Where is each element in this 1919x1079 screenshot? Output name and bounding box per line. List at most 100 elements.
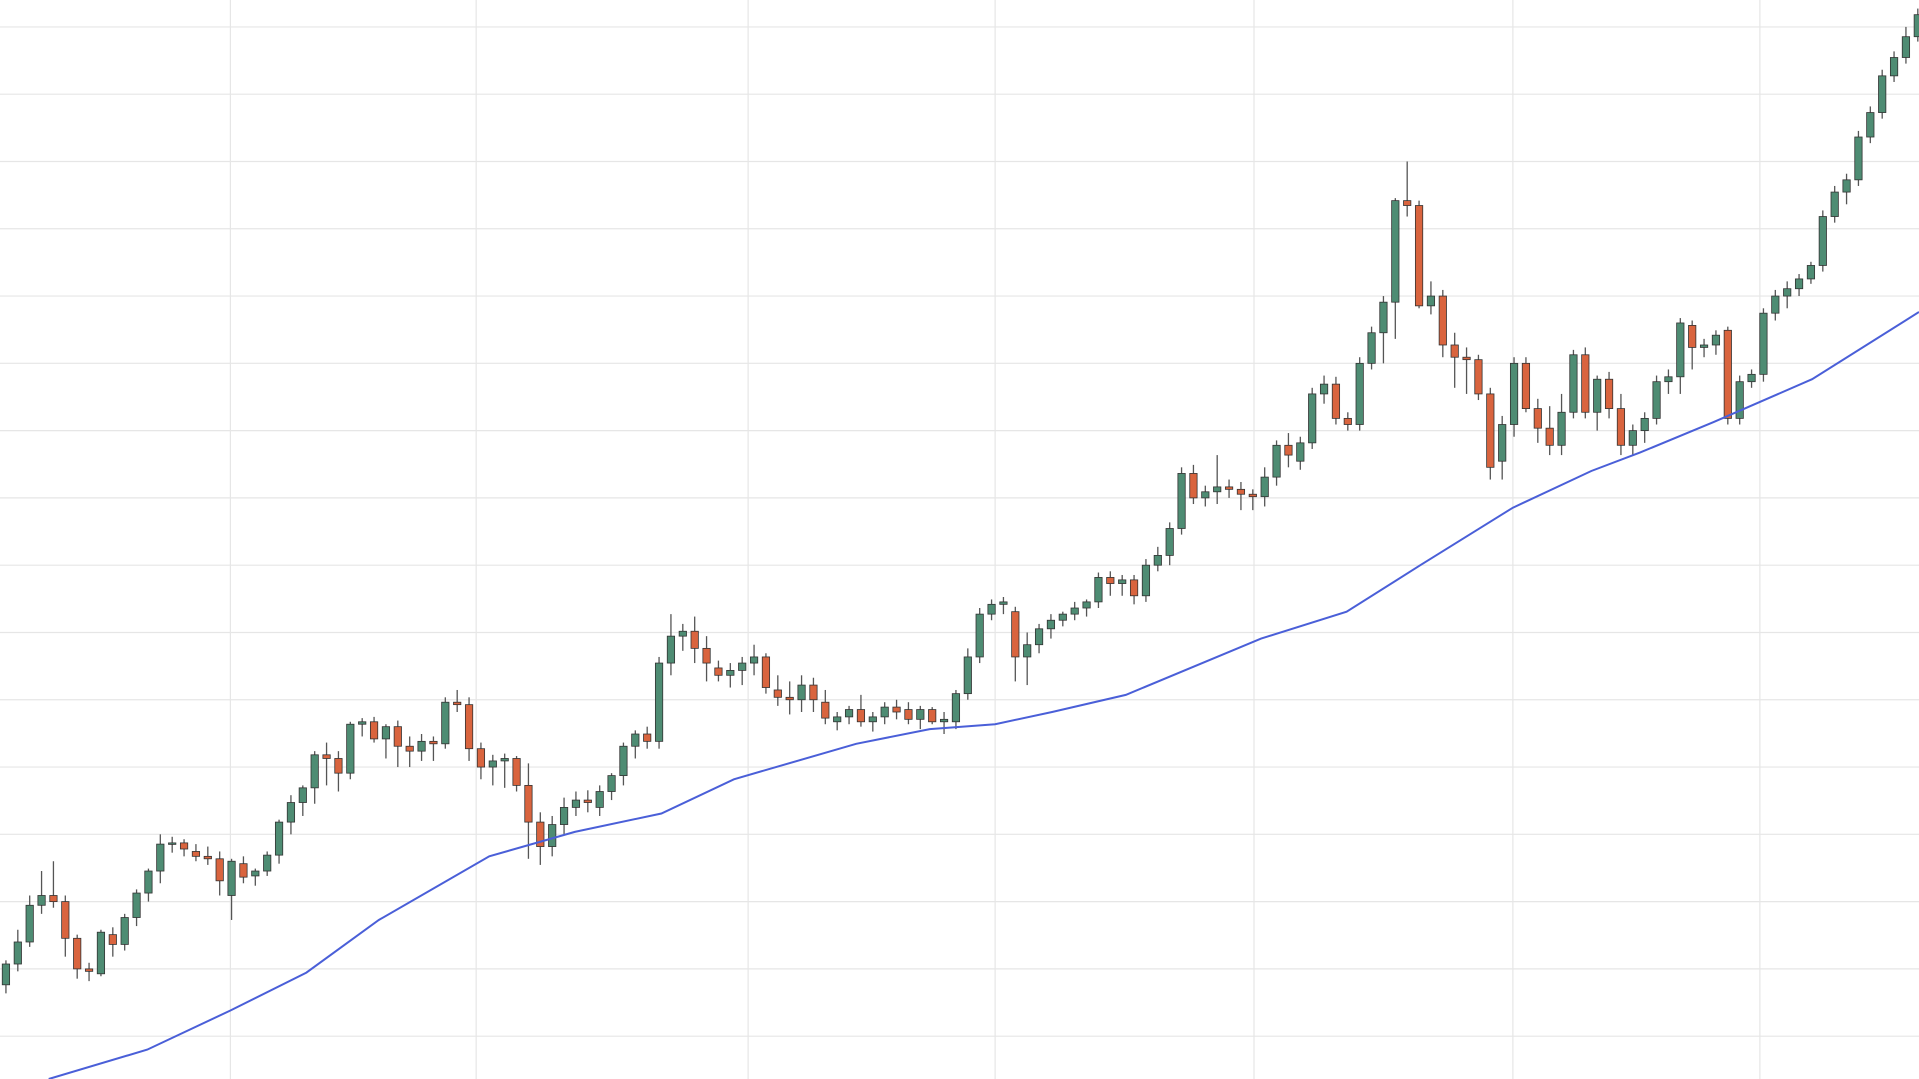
candle-body [1450, 344, 1459, 358]
candle-body [263, 854, 272, 872]
candle-body [168, 842, 177, 845]
candle-body [96, 931, 106, 975]
candle-body [833, 716, 842, 723]
candle-body [1771, 295, 1780, 314]
candle-body [1379, 301, 1388, 334]
candle-body [809, 684, 818, 701]
candle-body [939, 718, 949, 723]
candle-body [1260, 476, 1269, 498]
candle-body [358, 721, 367, 725]
candle-body [251, 870, 260, 877]
candle-body [322, 754, 331, 759]
candle-body [619, 745, 628, 777]
candle-body [916, 709, 925, 720]
candle-body [1070, 607, 1079, 615]
candle-body [1842, 179, 1851, 193]
candle-body [1023, 644, 1032, 658]
candle-body [73, 937, 82, 970]
candle-body [1236, 488, 1246, 495]
candle-body [1735, 381, 1744, 419]
candle-body [1866, 112, 1875, 138]
candle-body [1901, 36, 1911, 58]
candle-body [1699, 344, 1709, 348]
candle-body [975, 613, 984, 658]
candle-body [1604, 378, 1614, 410]
candle-body [1533, 408, 1542, 429]
candle-body [548, 824, 557, 847]
candle-body [108, 934, 117, 945]
candle-body [559, 807, 569, 825]
candle-body [1224, 486, 1234, 490]
candle-body [441, 701, 450, 745]
candle-body [1806, 265, 1816, 280]
candle-body [156, 843, 165, 872]
candle-body [1177, 473, 1186, 529]
candle-body [215, 858, 224, 882]
candle-body [643, 733, 652, 742]
candle-body [1248, 493, 1257, 498]
candle-body [1046, 619, 1056, 630]
candle-body [1331, 383, 1341, 419]
candle-body [1711, 334, 1721, 346]
candle-body [904, 709, 913, 720]
candle-body [227, 860, 236, 896]
candle-body [25, 904, 34, 943]
candle-body [1213, 486, 1222, 493]
candle-body [1319, 383, 1329, 395]
candle-body [1628, 430, 1637, 446]
candle-body [13, 941, 22, 965]
candle-body [1818, 216, 1827, 266]
candle-body [749, 656, 759, 664]
candle-body [1498, 424, 1507, 462]
candle-body [61, 901, 70, 939]
candle-body [1640, 417, 1649, 432]
candle-body [1106, 577, 1115, 584]
candle-body [417, 740, 426, 752]
candle-body [488, 760, 497, 768]
candle-body [464, 704, 474, 750]
candle-body [1272, 444, 1281, 478]
candle-body [1462, 356, 1471, 361]
candle-body [191, 851, 201, 857]
candle-body [892, 706, 901, 713]
candle-body [37, 895, 46, 906]
candle-body [1913, 14, 1919, 38]
candle-body [1308, 393, 1317, 444]
candle-body [453, 701, 462, 706]
candle-body [120, 917, 129, 945]
candle-body [1, 963, 11, 986]
candle-body [607, 775, 616, 792]
candle-body [369, 721, 379, 740]
candle-body [821, 701, 830, 719]
candle-body [951, 693, 961, 723]
candle-body [987, 603, 996, 615]
candle-body [274, 821, 284, 856]
candle-body [856, 709, 866, 723]
candle-body [678, 630, 687, 637]
candle-body [1011, 611, 1020, 658]
candle-body [1652, 381, 1661, 419]
candle-body [310, 754, 319, 789]
candle-body [1854, 136, 1863, 181]
candle-body [631, 733, 640, 747]
candle-body [714, 667, 723, 676]
candle-body [726, 669, 735, 676]
candle-body [654, 662, 664, 742]
candle-body [405, 745, 414, 752]
candle-body [239, 863, 248, 878]
candle-body [500, 758, 509, 762]
candle-body [844, 709, 854, 718]
candle-body [1557, 411, 1566, 446]
candle-body [1616, 408, 1626, 446]
moving-average-line [48, 311, 1919, 1079]
candle-body [1545, 427, 1554, 446]
candle-body [1165, 528, 1174, 556]
candle-body [1830, 191, 1839, 217]
candle-body [1747, 373, 1756, 383]
candle-body [1082, 601, 1091, 609]
candle-body [785, 696, 794, 701]
candle-body [1058, 613, 1067, 621]
candle-body [1391, 200, 1400, 303]
candle-body [1688, 325, 1697, 348]
candle-body [928, 709, 937, 723]
